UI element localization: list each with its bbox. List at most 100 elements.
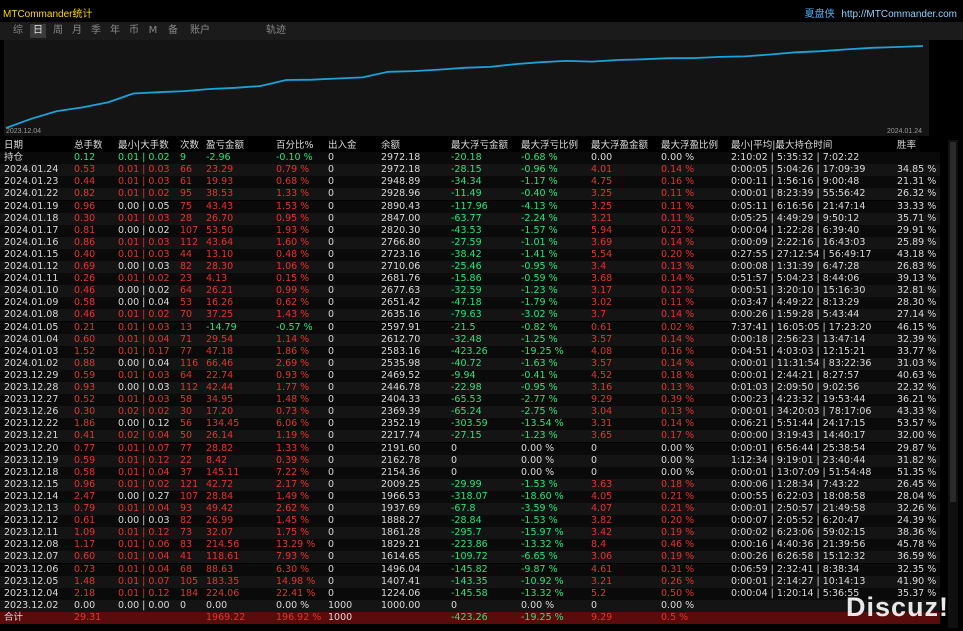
tab-monthly[interactable]: 月 [72,25,82,36]
col-max-dd[interactable]: 最大浮亏金额 [451,140,509,151]
table-row[interactable]: 2023.12.05 1.48 0.01 | 0.07 105 183.35 14.98 … [0,576,940,588]
col-balance[interactable]: 余额 [381,140,401,151]
cell-flow: 0 [328,285,335,296]
cell-max-dd-pct: -13.54 % [521,418,564,429]
tab-summary[interactable]: 综 [13,25,23,36]
col-lots[interactable]: 总手数 [74,140,103,151]
cell-winrate: 38.36 % [897,527,937,538]
tab-currency[interactable]: 币 [129,25,139,36]
table-row[interactable]: 2024.01.08 0.46 0.01 | 0.02 70 37.25 1.43 % 0 2… [0,309,940,321]
tab-weekly[interactable]: 周 [53,25,63,36]
col-pnl[interactable]: 盈亏金额 [206,140,245,151]
table-row[interactable]: 2023.12.04 2.18 0.01 | 0.12 184 224.06 22.41 … [0,588,940,600]
table-scrollbar[interactable] [948,140,958,628]
table-row[interactable]: 2023.12.11 1.09 0.01 | 0.12 73 32.07 1.75 % 0 1… [0,527,940,539]
cell-max-dd-pct: -19.25 % [521,612,564,623]
col-date[interactable]: 日期 [4,140,24,151]
cell-date: 2024.01.16 [4,237,59,248]
table-row[interactable]: 2023.12.07 0.60 0.01 | 0.04 41 118.61 7.93 % 0… [0,551,940,563]
table-row[interactable]: 2023.12.29 0.59 0.01 | 0.03 64 22.74 0.93 % 0 2… [0,370,940,382]
tab-magic[interactable]: M [148,25,158,36]
table-row[interactable]: 2024.01.17 0.81 0.00 | 0.02 107 53.50 1.93 % 0… [0,225,940,237]
table-row[interactable]: 2024.01.05 0.21 0.01 | 0.03 13 -14.79 -0.57 %… [0,322,940,334]
cell-pct: 7.93 % [276,551,310,562]
table-row[interactable]: 2024.01.23 0.44 0.01 | 0.03 61 19.93 0.68 % 0 2… [0,176,940,188]
table-row[interactable]: 2023.12.15 0.96 0.01 | 0.02 121 42.72 2.17 % 0… [0,479,940,491]
table-row[interactable]: 2023.12.20 0.77 0.01 | 0.07 77 28.82 1.33 % 0 2… [0,443,940,455]
table-row[interactable]: 2023.12.02 0.00 0.00 | 0.00 0 0.00 0.00 % 1000… [0,600,940,612]
table-row[interactable]: 2024.01.04 0.60 0.01 | 0.04 71 29.54 1.14 % 0 2… [0,334,940,346]
tab-account[interactable]: 账户 [190,25,210,36]
copyright-link[interactable]: http://MTCommander.com [841,9,957,20]
cell-pct: 0.15 % [276,273,310,284]
table-row[interactable]: 2023.12.06 0.73 0.01 | 0.04 68 88.63 6.30 % 0 1… [0,564,940,576]
col-pct[interactable]: 百分比% [276,140,314,151]
table-row[interactable]: 2024.01.24 0.53 0.01 | 0.03 66 23.29 0.79 % 0 2… [0,164,940,176]
holding-row[interactable]: 持仓 0.12 0.01 | 0.02 9 -2.96 -0.10 % 0 2972.18 -2… [0,152,940,164]
table-row[interactable]: 2024.01.16 0.86 0.01 | 0.03 112 43.64 1.60 % 0… [0,237,940,249]
copyright-name[interactable]: 夏盘侠 [804,9,835,20]
table-row[interactable]: 2024.01.22 0.82 0.01 | 0.02 95 38.53 1.33 % 0 2… [0,188,940,200]
table-row[interactable]: 2023.12.18 0.58 0.01 | 0.04 37 145.11 7.22 % 0… [0,467,940,479]
col-minmax[interactable]: 最小|大手数 [118,140,169,151]
table-row[interactable]: 2023.12.08 1.17 0.01 | 0.06 83 214.56 13.29 %… [0,539,940,551]
table-row[interactable]: 2023.12.27 0.52 0.01 | 0.03 58 34.95 1.48 % 0 2… [0,394,940,406]
table-row[interactable]: 2023.12.28 0.93 0.00 | 0.03 112 42.44 1.77 % 0… [0,382,940,394]
cell-count: 77 [180,346,193,357]
table-row[interactable]: 2023.12.26 0.30 0.02 | 0.02 30 17.20 0.73 % 0 2… [0,406,940,418]
tab-yearly[interactable]: 年 [110,25,120,36]
table-row[interactable]: 2023.12.19 0.59 0.01 | 0.12 22 8.42 0.39 % 0 21… [0,455,940,467]
cell-hold-time: 0:05:11 | 6:16:56 | 21:47:14 [731,201,866,212]
table-row[interactable]: 2023.12.12 0.61 0.00 | 0.03 82 26.99 1.45 % 0 1… [0,515,940,527]
cell-max-fp: 3.16 [591,382,613,393]
cell-max-fp: 3.02 [591,297,613,308]
cell-max-fp: 5.54 [591,249,613,260]
table-row[interactable]: 2024.01.09 0.58 0.00 | 0.04 53 16.26 0.62 % 0 2… [0,297,940,309]
cell-flow: 0 [328,588,335,599]
table-row[interactable]: 2023.12.21 0.41 0.02 | 0.04 50 26.14 1.19 % 0 2… [0,430,940,442]
cell-pct: 0.73 % [276,406,310,417]
cell-date: 2023.12.13 [4,503,59,514]
col-max-fp[interactable]: 最大浮盈金额 [591,140,649,151]
table-row[interactable]: 2023.12.14 2.47 0.00 | 0.27 107 28.84 1.49 % 0… [0,491,940,503]
table-row[interactable]: 2024.01.12 0.69 0.00 | 0.03 82 28.30 1.06 % 0 2… [0,261,940,273]
table-row[interactable]: 2023.12.13 0.79 0.01 | 0.04 93 49.42 2.62 % 0 1… [0,503,940,515]
col-max-dd-pct[interactable]: 最大浮亏比例 [521,140,579,151]
total-row[interactable]: 合计 29.31 1969.22 196.92 % 1000 -423.26 -19.25 … [0,612,940,624]
cell-balance: 2352.19 [381,418,421,429]
cell-max-fp-pct: 0.31 % [661,564,695,575]
table-row[interactable]: 2024.01.19 0.96 0.00 | 0.05 75 43.43 1.53 % 0 2… [0,201,940,213]
table-row[interactable]: 2023.12.22 1.86 0.00 | 0.12 56 134.45 6.06 % 0… [0,418,940,430]
cell-max-fp-pct: 0.11 % [661,297,695,308]
table-row[interactable]: 2024.01.18 0.30 0.01 | 0.03 28 26.70 0.95 % 0 2… [0,213,940,225]
cell-hold-time: 0:00:01 | 6:56:44 | 25:38:54 [731,443,866,454]
tab-quarterly[interactable]: 季 [91,25,101,36]
cell-count: 37 [180,467,193,478]
col-winrate[interactable]: 胜率 [897,140,917,151]
cell-minmax: 0.01 | 0.04 [118,334,170,345]
table-row[interactable]: 2024.01.02 0.88 0.00 | 0.04 116 66.46 2.69 % 0… [0,358,940,370]
col-max-fp-pct[interactable]: 最大浮盈比例 [661,140,719,151]
tab-comment[interactable]: 备 [168,25,178,36]
cell-lots: 0.77 [74,443,96,454]
cell-max-dd-pct: -2.75 % [521,406,558,417]
table-row[interactable]: 2024.01.15 0.40 0.01 | 0.03 44 13.10 0.48 % 0 2… [0,249,940,261]
col-flow[interactable]: 出入金 [328,140,357,151]
table-row[interactable]: 2024.01.10 0.46 0.00 | 0.02 64 26.21 0.99 % 0 2… [0,285,940,297]
cell-max-dd: -15.86 [451,273,482,284]
col-hold-time[interactable]: 最小|平均|最大持仓时间 [731,140,833,151]
tab-trajectory[interactable]: 轨迹 [266,25,286,36]
cell-max-fp-pct: 0.14 % [661,309,695,320]
tab-daily[interactable]: 日 [30,24,46,38]
cell-flow: 0 [328,406,335,417]
table-row[interactable]: 2024.01.11 0.26 0.01 | 0.02 23 4.13 0.15 % 0 26… [0,273,940,285]
cell-flow: 0 [328,491,335,502]
scrollbar-thumb[interactable] [950,142,956,502]
cell-max-fp: 4.05 [591,491,613,502]
cell-date: 2023.12.15 [4,479,59,490]
cell-max-dd: -109.72 [451,551,488,562]
cell-hold-time: 0:00:11 | 1:56:16 | 9:00:48 [731,176,860,187]
cell-minmax: 0.01 | 0.12 [118,455,170,466]
table-row[interactable]: 2024.01.03 1.52 0.01 | 0.17 77 47.18 1.86 % 0 2… [0,346,940,358]
col-count[interactable]: 次数 [180,140,200,151]
